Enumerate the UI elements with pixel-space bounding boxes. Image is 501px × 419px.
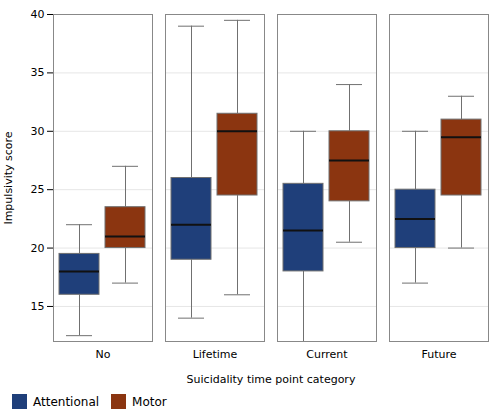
svg-text:Current: Current [306,348,348,361]
svg-text:25: 25 [31,183,45,196]
svg-text:Future: Future [421,348,456,361]
svg-text:20: 20 [31,242,45,255]
svg-text:40: 40 [31,8,45,21]
svg-text:No: No [96,348,111,361]
svg-text:15: 15 [31,300,45,313]
svg-text:Lifetime: Lifetime [193,348,238,361]
svg-text:30: 30 [31,125,45,138]
svg-text:Impulsivity score: Impulsivity score [2,131,15,224]
svg-text:Suicidality time point categor: Suicidality time point category [187,373,356,386]
html-text:Attentional: Attentional [33,394,100,409]
svg-text:35: 35 [31,66,45,79]
html-text:Motor: Motor [132,394,167,409]
